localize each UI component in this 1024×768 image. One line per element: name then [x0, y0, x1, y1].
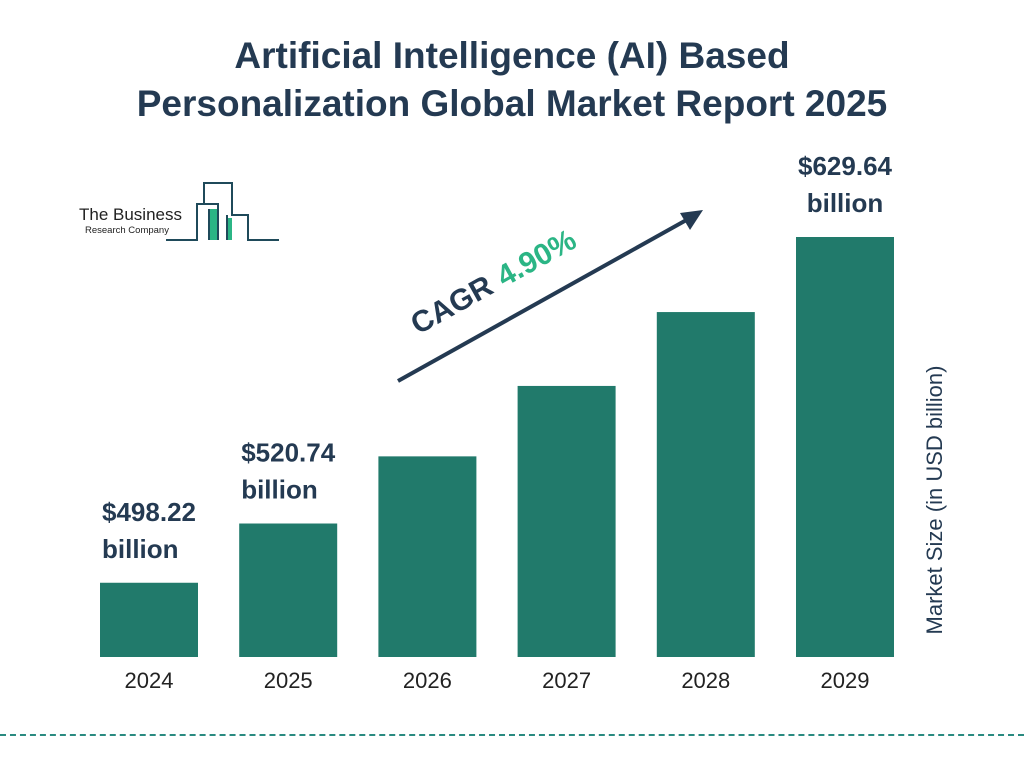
bar-2024: [100, 582, 198, 657]
bar-2029: [796, 237, 894, 657]
bar-2028: [656, 312, 755, 657]
cagr-arrow: [397, 210, 703, 383]
chart-title: Artificial Intelligence (AI) Based Perso…: [0, 32, 1024, 128]
data-label-value: $520.74: [241, 438, 336, 468]
bar-2026: [378, 456, 477, 657]
logo-buildings-icon: [166, 182, 279, 241]
logo-text-line1: The Business: [79, 205, 182, 224]
data-label-unit: billion: [807, 188, 884, 218]
cagr-annotation: CAGR4.90%: [405, 223, 581, 341]
x-tick-label: 2029: [821, 668, 870, 693]
data-label-unit: billion: [102, 534, 179, 564]
data-label-unit: billion: [241, 475, 318, 505]
cagr-value: 4.90%: [491, 223, 581, 293]
y-axis-label: Market Size (in USD billion): [922, 365, 947, 635]
company-logo: The Business Research Company: [70, 175, 290, 245]
title-line-2: Personalization Global Market Report 202…: [136, 83, 888, 124]
title-line-1: Artificial Intelligence (AI) Based: [234, 35, 790, 76]
x-tick-label: 2025: [264, 668, 313, 693]
footer-divider: [0, 734, 1024, 736]
x-tick-label: 2026: [403, 668, 452, 693]
cagr-arrow-line: [397, 216, 691, 383]
data-label-value: $629.64: [798, 151, 893, 181]
bar-2027: [517, 385, 616, 657]
x-tick-label: 2027: [542, 668, 591, 693]
bar-2025: [239, 523, 338, 657]
data-label-value: $498.22: [102, 497, 196, 527]
x-tick-label: 2024: [125, 668, 174, 693]
x-tick-label: 2028: [681, 668, 730, 693]
logo-text-line2: Research Company: [85, 225, 169, 236]
cagr-arrow-head: [680, 210, 703, 230]
